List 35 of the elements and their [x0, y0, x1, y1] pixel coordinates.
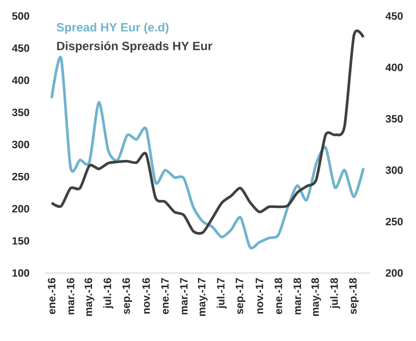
- x-tick-label: nov.-16: [142, 278, 150, 314]
- y2-tick-label: 450: [386, 12, 403, 20]
- y-tick-label: 200: [12, 204, 30, 213]
- x-tick-label: sep.-16: [122, 278, 132, 314]
- y-tick-label: 250: [12, 172, 30, 180]
- x-tick-label: ene.-18: [274, 278, 282, 314]
- y-tick-label: 450: [12, 44, 30, 52]
- x-tick-label: jul.-16: [103, 278, 114, 309]
- x-tick-label: sep.-17: [236, 278, 246, 314]
- x-tick-label: ene.-17: [161, 278, 169, 314]
- line-series: [50, 56, 365, 249]
- x-tick-label: may.-17: [198, 278, 208, 316]
- y2-tick-label: 300: [386, 166, 403, 174]
- y-tick-label: 350: [12, 108, 30, 116]
- x-tick-label: ene.-16: [48, 278, 56, 314]
- x-tick-label: may.-16: [84, 278, 94, 316]
- y-tick-label: 500: [12, 12, 30, 20]
- x-tick-label: mar.-17: [180, 278, 188, 314]
- y-tick-label: 400: [12, 76, 30, 84]
- y2-tick-label: 400: [386, 64, 403, 72]
- x-tick-label: sep.-18: [349, 278, 359, 314]
- x-tick-label: mar.-16: [66, 278, 74, 314]
- x-tick-label: nov.-17: [256, 278, 264, 314]
- text: Dispersión Spreads HY Eur: [57, 41, 212, 53]
- x-tick-label: jul.-18: [330, 278, 340, 309]
- x-tick-label: may.-18: [311, 278, 321, 316]
- y2-tick-label: 250: [386, 218, 403, 226]
- y-tick-label: 150: [12, 237, 30, 245]
- y2-tick-label: 200: [386, 269, 403, 277]
- text: Spread HY Eur (e.d): [56, 22, 168, 34]
- y-tick-label: 300: [12, 140, 30, 148]
- x-tick-label: jul.-17: [216, 278, 227, 309]
- x-tick-label: mar.-18: [293, 278, 302, 314]
- y2-tick-label: 350: [386, 115, 403, 123]
- y-tick-label: 100: [12, 269, 30, 277]
